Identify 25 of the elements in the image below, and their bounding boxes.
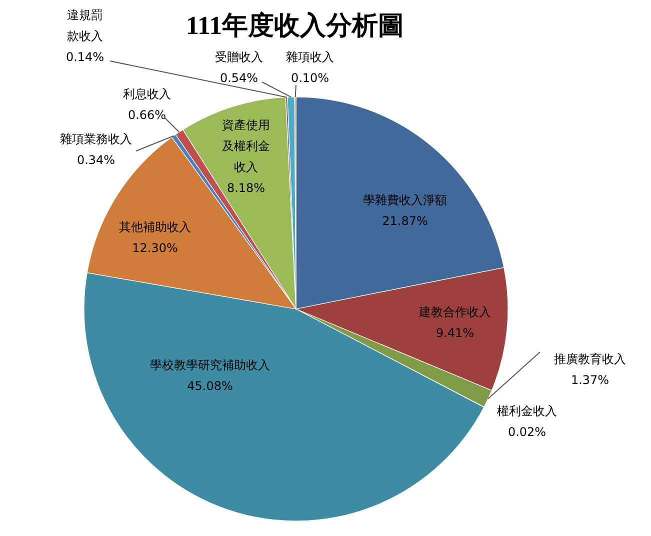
- slice-label: 其他補助收入: [119, 220, 191, 234]
- chart-title: 111年度收入分析圖: [186, 11, 404, 40]
- data-label: 0.02%: [508, 425, 546, 439]
- data-label: 45.08%: [187, 379, 233, 393]
- data-label: 12.30%: [132, 241, 178, 255]
- data-label: 0.54%: [220, 71, 258, 85]
- data-label: 0.34%: [76, 153, 116, 167]
- slice-label: 學雜費收入淨額: [363, 193, 447, 207]
- slice-label: 雜項業務收入: [60, 132, 132, 146]
- data-label: 21.87%: [382, 214, 428, 228]
- data-label: 8.18%: [226, 181, 266, 195]
- slice-label: 利息收入: [123, 87, 171, 101]
- slice-label: 推廣教育收入: [554, 352, 626, 366]
- data-label: 0.10%: [290, 71, 330, 85]
- slice-label: 權利金收入: [497, 404, 557, 418]
- slice-label: 雜項收入: [286, 50, 334, 64]
- slice-label: 資產使用及權利金收入: [222, 118, 270, 174]
- slice-label: 學校教學研究補助收入: [150, 358, 270, 372]
- data-label: 1.37%: [570, 373, 610, 387]
- slice-label: 受贈收入: [215, 50, 263, 64]
- slice-label: 違規罰款收入: [67, 8, 103, 43]
- data-label: 0.66%: [128, 108, 166, 122]
- slice-label: 建教合作收入: [418, 305, 491, 319]
- data-label: 9.41%: [436, 326, 474, 340]
- data-label: 0.14%: [66, 50, 104, 64]
